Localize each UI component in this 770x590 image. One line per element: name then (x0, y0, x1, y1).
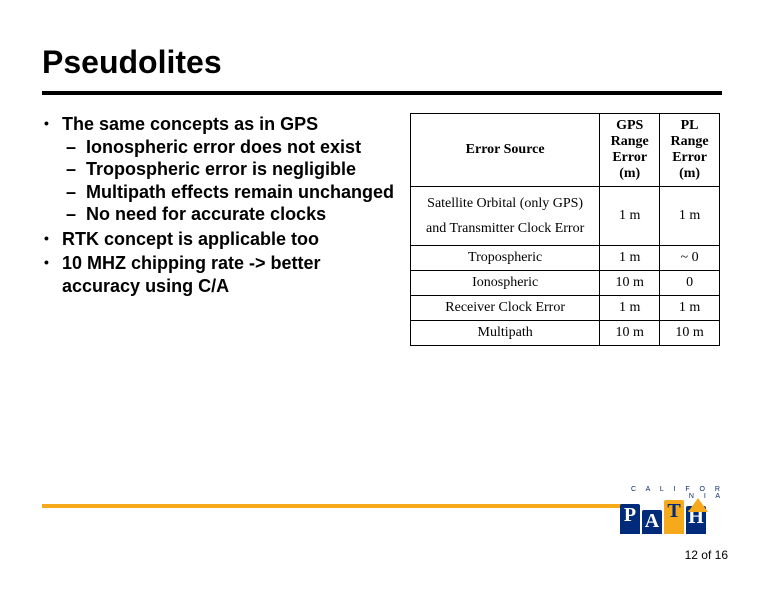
bullet-text: The same concepts as in GPS (62, 114, 318, 134)
cell-source: Multipath (411, 321, 600, 346)
table-row: Multipath 10 m 10 m (411, 321, 720, 346)
cell-gps: 1 m (600, 187, 660, 246)
footer-rule (42, 504, 624, 508)
sub-bullet-text: Tropospheric error is negligible (86, 159, 356, 179)
sub-bullet-text: Ionospheric error does not exist (86, 137, 361, 157)
cell-pl: 0 (660, 271, 720, 296)
title-rule (42, 91, 722, 95)
col-header-source: Error Source (411, 114, 600, 187)
cell-pl: 10 m (660, 321, 720, 346)
bullet-text: 10 MHZ chipping rate -> better accuracy … (62, 253, 321, 296)
table-row: Receiver Clock Error 1 m 1 m (411, 296, 720, 321)
table-row: Tropospheric 1 m ~ 0 (411, 246, 720, 271)
cell-source: Ionospheric (411, 271, 600, 296)
sub-bullet-text: Multipath effects remain unchanged (86, 182, 394, 202)
bullet-list: The same concepts as in GPS Ionospheric … (42, 113, 400, 346)
cell-source: Tropospheric (411, 246, 600, 271)
cell-pl: 1 m (660, 187, 720, 246)
table-header-row: Error Source GPS Range Error (m) PL Rang… (411, 114, 720, 187)
page-number: 12 of 16 (685, 548, 728, 562)
table-row: Satellite Orbital (only GPS) and Transmi… (411, 187, 720, 246)
slide-title: Pseudolites (42, 44, 728, 81)
col-header-pl: PL Range Error (m) (660, 114, 720, 187)
logo-letter: P (620, 504, 640, 534)
logo-top-text: C A L I F O R N I A (620, 486, 728, 500)
col-header-gps: GPS Range Error (m) (600, 114, 660, 187)
cell-source: Receiver Clock Error (411, 296, 600, 321)
cell-pl: ~ 0 (660, 246, 720, 271)
error-table: Error Source GPS Range Error (m) PL Rang… (410, 113, 720, 346)
logo-letter: T (664, 500, 684, 534)
bullet-text: RTK concept is applicable too (62, 229, 319, 249)
logo-letter: A (642, 510, 662, 534)
cell-source: Satellite Orbital (only GPS) and Transmi… (411, 187, 600, 246)
cell-gps: 1 m (600, 296, 660, 321)
cell-gps: 10 m (600, 271, 660, 296)
cell-gps: 10 m (600, 321, 660, 346)
sub-bullet-text: No need for accurate clocks (86, 204, 326, 224)
path-logo: C A L I F O R N I A P A T H (620, 486, 728, 534)
logo-triangle-icon (688, 498, 708, 512)
table-row: Ionospheric 10 m 0 (411, 271, 720, 296)
cell-gps: 1 m (600, 246, 660, 271)
cell-pl: 1 m (660, 296, 720, 321)
